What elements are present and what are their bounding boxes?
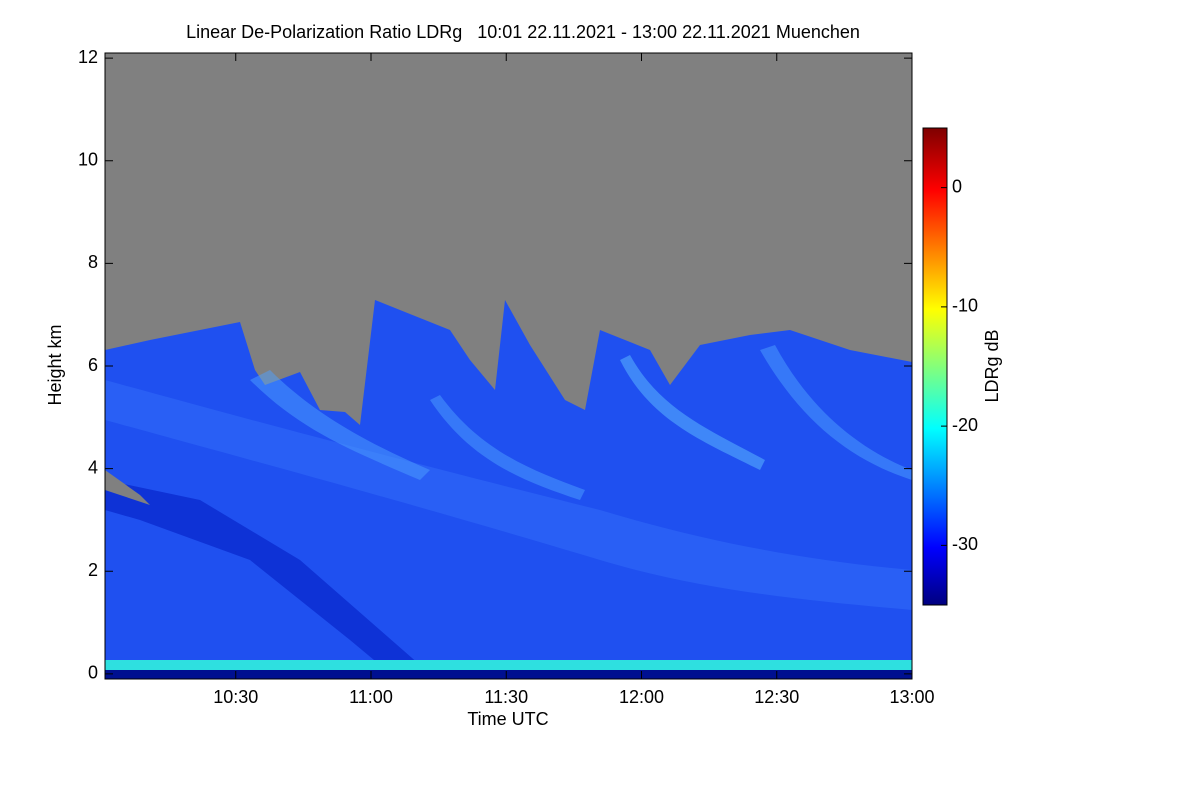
x-tick-label: 13:00	[889, 687, 934, 707]
colorbar-tick-label: -20	[952, 415, 978, 435]
chart-title: Linear De-Polarization Ratio LDRg 10:01 …	[186, 22, 860, 42]
y-tick-label: 2	[88, 560, 98, 580]
y-tick-label: 10	[78, 150, 98, 170]
colorbar-tick-label: -10	[952, 296, 978, 316]
y-axis-label: Height km	[45, 324, 65, 405]
x-tick-label: 11:30	[484, 687, 528, 707]
colorbar-label: LDRg dB	[982, 329, 1002, 402]
y-tick-label: 6	[88, 355, 98, 375]
colorbar	[922, 127, 948, 606]
y-tick-label: 12	[78, 47, 98, 67]
x-tick-label: 11:00	[349, 687, 393, 707]
x-tick-label: 12:30	[754, 687, 799, 707]
y-tick-label: 8	[88, 252, 98, 272]
y-tick-label: 4	[88, 457, 98, 477]
x-tick-label: 12:00	[619, 687, 664, 707]
y-tick-label: 0	[88, 663, 98, 683]
heatmap	[105, 53, 912, 679]
x-axis-label: Time UTC	[467, 709, 548, 729]
colorbar-tick-label: 0	[952, 176, 962, 196]
colorbar-tick-label: -30	[952, 534, 978, 554]
x-tick-label: 10:30	[213, 687, 258, 707]
